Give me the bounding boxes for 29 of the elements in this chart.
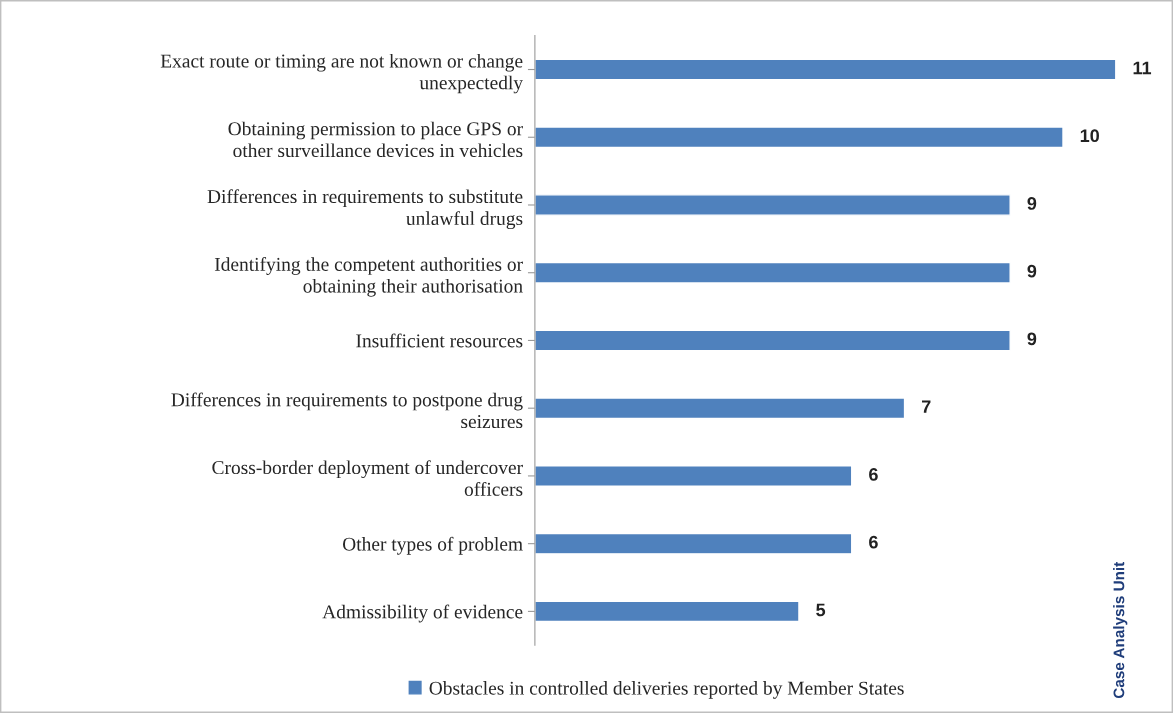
bar	[534, 329, 1011, 352]
data-label: 6	[869, 467, 878, 481]
y-tick-label: Differences in requirements to postpone drug seizures	[171, 392, 523, 429]
bar	[534, 58, 1117, 81]
data-label: 9	[1027, 197, 1037, 210]
data-label: 5	[816, 603, 826, 617]
data-label: 11	[1133, 61, 1152, 75]
bar	[534, 194, 1011, 216]
data-label: 7	[922, 400, 931, 413]
data-label: 9	[1027, 264, 1037, 278]
bar	[534, 397, 906, 420]
legend-label: Obstacles in controlled deliveries reported by Member States	[429, 681, 904, 699]
data-label: 9	[1027, 332, 1037, 346]
y-tick-label: Admissibility of evidence	[322, 604, 523, 623]
bar	[534, 600, 800, 623]
data-label: 6	[869, 535, 878, 549]
y-tick-label: Cross-border deployment of undercover officers	[212, 460, 523, 496]
annotation: Case Analysis Unit	[1113, 561, 1128, 699]
y-tick-label: Other types of problem	[342, 536, 523, 555]
y-tick-label: Differences in requirements to substitute unlawful drugs	[207, 189, 523, 230]
y-tick-label: Identifying the competent authorities or obtaining their authorisation	[214, 257, 523, 297]
data-label: 10	[1080, 129, 1099, 143]
bar	[534, 126, 1064, 149]
bar	[534, 532, 853, 555]
bar	[534, 261, 1011, 284]
bar	[534, 465, 853, 487]
y-tick-label: Obtaining permission to place GPS or other surveillance devices in vehicles	[228, 121, 523, 158]
y-tick-label: Exact route or timing are not known or change unexpectedly	[160, 53, 523, 94]
y-tick-label: Insufficient resources	[356, 333, 523, 348]
